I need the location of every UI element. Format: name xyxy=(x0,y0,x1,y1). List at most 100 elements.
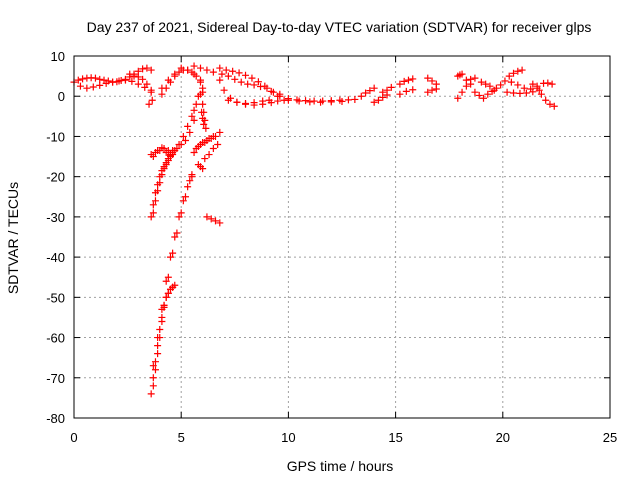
data-point xyxy=(233,98,241,106)
data-point xyxy=(533,84,541,92)
data-point xyxy=(173,229,181,237)
data-point xyxy=(184,183,192,191)
x-tick-label: 15 xyxy=(388,430,402,445)
series-arc-43 xyxy=(194,161,207,173)
series-arc-18 xyxy=(396,86,417,98)
data-point xyxy=(186,128,194,136)
data-point xyxy=(164,76,172,84)
data-point xyxy=(83,84,91,92)
data-point xyxy=(458,70,466,78)
data-point xyxy=(357,92,365,100)
data-point xyxy=(387,83,395,91)
data-point xyxy=(166,253,174,261)
data-point xyxy=(198,108,206,116)
x-tick-label: 5 xyxy=(178,430,185,445)
data-point xyxy=(527,85,535,93)
data-point xyxy=(162,277,170,285)
data-point xyxy=(184,122,192,130)
data-point xyxy=(121,76,129,84)
data-point xyxy=(201,138,209,146)
data-point xyxy=(151,197,159,205)
series-arc-16 xyxy=(379,83,395,96)
data-point xyxy=(126,70,134,78)
data-point xyxy=(175,68,183,76)
data-point xyxy=(158,171,166,179)
data-point xyxy=(190,62,198,70)
data-point xyxy=(192,100,200,108)
data-point xyxy=(169,283,177,291)
series-arc-34 xyxy=(160,171,196,309)
data-point xyxy=(484,90,492,98)
data-point xyxy=(214,140,222,148)
data-point xyxy=(209,145,217,153)
data-point xyxy=(115,77,123,85)
series-arc-41 xyxy=(192,132,217,153)
data-point xyxy=(366,87,374,95)
data-point xyxy=(482,80,490,88)
series-arc-38 xyxy=(149,122,192,161)
data-point xyxy=(143,64,151,72)
data-point xyxy=(218,70,226,78)
data-point xyxy=(351,95,359,103)
data-point xyxy=(537,90,545,98)
series-arc-20 xyxy=(424,85,440,96)
data-point xyxy=(177,209,185,217)
data-point xyxy=(158,144,166,152)
data-point xyxy=(139,65,147,73)
data-point xyxy=(171,147,179,155)
data-point xyxy=(302,97,310,105)
data-point xyxy=(548,80,556,88)
data-point xyxy=(220,86,228,94)
series-arc-19 xyxy=(424,74,440,88)
data-point xyxy=(379,88,387,96)
y-tick-label: -30 xyxy=(46,210,65,225)
chart-title: Day 237 of 2021, Sidereal Day-to-day VTE… xyxy=(87,19,592,35)
series-arc-11 xyxy=(224,96,273,107)
data-point xyxy=(424,74,432,82)
series-arc-4 xyxy=(145,96,156,108)
data-point xyxy=(409,75,417,83)
data-point xyxy=(177,64,185,72)
data-point xyxy=(542,96,550,104)
data-point xyxy=(160,165,168,173)
data-point xyxy=(520,84,528,92)
data-point xyxy=(188,112,196,120)
data-point xyxy=(250,99,258,107)
data-point xyxy=(196,64,204,72)
data-point xyxy=(327,98,335,106)
data-point xyxy=(149,362,157,370)
data-point xyxy=(265,96,273,104)
data-point xyxy=(276,92,284,100)
data-point xyxy=(179,197,187,205)
data-point xyxy=(257,83,265,91)
data-point xyxy=(224,96,232,104)
data-point xyxy=(546,100,554,108)
series-arc-6 xyxy=(158,64,204,92)
data-point xyxy=(179,132,187,140)
data-point xyxy=(164,273,172,281)
data-point xyxy=(254,78,262,86)
data-point xyxy=(475,91,483,99)
data-point xyxy=(209,132,217,140)
data-point xyxy=(154,187,162,195)
axes xyxy=(73,55,611,419)
data-point xyxy=(96,75,104,83)
data-point xyxy=(432,85,440,93)
data-point xyxy=(374,96,382,104)
data-point xyxy=(192,145,200,153)
data-point xyxy=(147,66,155,74)
data-point xyxy=(188,171,196,179)
data-point xyxy=(396,80,404,88)
data-point xyxy=(207,215,215,223)
data-point xyxy=(158,305,166,313)
data-point xyxy=(76,82,84,90)
data-point xyxy=(250,81,258,89)
data-point xyxy=(145,100,153,108)
data-point xyxy=(199,88,207,96)
data-point xyxy=(229,67,237,75)
data-point xyxy=(370,84,378,92)
data-point xyxy=(409,86,417,94)
data-point xyxy=(109,78,117,86)
data-point xyxy=(424,88,432,96)
